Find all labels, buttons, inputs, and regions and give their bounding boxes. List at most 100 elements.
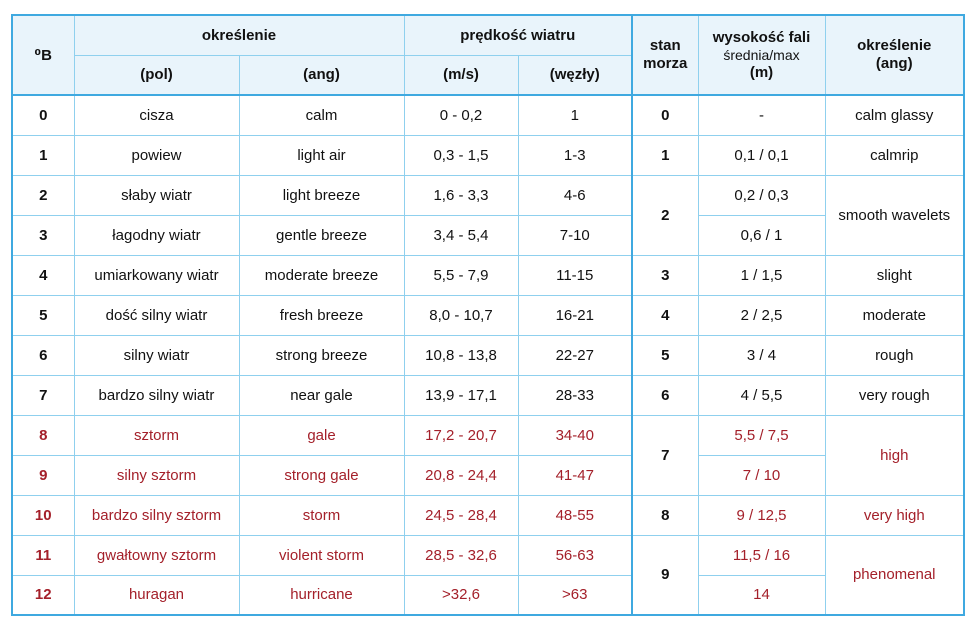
- description-en: calm: [238, 94, 405, 136]
- sea-state: 4: [631, 294, 699, 336]
- header-sea-desc-line2: (ang): [875, 55, 913, 72]
- description-en: gentle breeze: [238, 214, 405, 256]
- wave-height: 14: [697, 574, 826, 616]
- beaufort-number: 12: [11, 574, 75, 616]
- header-wave-line2: średnia/max: [723, 46, 800, 63]
- beaufort-number: 5: [11, 294, 75, 336]
- sea-state: 7: [631, 414, 699, 496]
- description-pl: silny sztorm: [73, 454, 240, 496]
- header-sea-desc-line1: określenie: [857, 37, 932, 54]
- wave-height: 0,6 / 1: [697, 214, 826, 256]
- table-row: 1 powiew light air 0,3 - 1,5 1-3 1 0,1 /…: [11, 134, 965, 176]
- table-row: 4 umiarkowany wiatr moderate breeze 5,5 …: [11, 254, 965, 296]
- speed-kn: 11-15: [517, 254, 633, 296]
- sea-description: calm glassy: [824, 94, 965, 136]
- description-pl: silny wiatr: [73, 334, 240, 376]
- table-row: 11 gwałtowny sztorm violent storm 28,5 -…: [11, 534, 965, 616]
- header-sea-description: określenie (ang): [824, 14, 965, 96]
- beaufort-number: 1: [11, 134, 75, 176]
- speed-ms: >32,6: [403, 574, 519, 616]
- table-row: 5 dość silny wiatr fresh breeze 8,0 - 10…: [11, 294, 965, 336]
- header-wave-line1: wysokość fali: [712, 28, 811, 46]
- sea-description: slight: [824, 254, 965, 296]
- wave-height: 0,1 / 0,1: [697, 134, 826, 176]
- description-en: moderate breeze: [238, 254, 405, 296]
- header-description-pl: (pol): [73, 54, 240, 96]
- beaufort-number: 6: [11, 334, 75, 376]
- table-row: 0 cisza calm 0 - 0,2 1 0 - calm glassy: [11, 94, 965, 136]
- sea-description: moderate: [824, 294, 965, 336]
- sea-state: 9: [631, 534, 699, 616]
- speed-kn: >63: [517, 574, 633, 616]
- beaufort-number: 2: [11, 174, 75, 216]
- header-speed-ms: (m/s): [403, 54, 519, 96]
- description-en: light air: [238, 134, 405, 176]
- wave-height: 3 / 4: [697, 334, 826, 376]
- speed-kn: 1: [517, 94, 633, 136]
- description-pl: bardzo silny wiatr: [73, 374, 240, 416]
- speed-ms: 24,5 - 28,4: [403, 494, 519, 536]
- sea-description: very high: [824, 494, 965, 536]
- description-en: strong breeze: [238, 334, 405, 376]
- speed-ms: 10,8 - 13,8: [403, 334, 519, 376]
- header-speed-group: prędkość wiatru: [403, 14, 633, 56]
- speed-ms: 20,8 - 24,4: [403, 454, 519, 496]
- table-row: 2 słaby wiatr light breeze 1,6 - 3,3 4-6…: [11, 174, 965, 256]
- description-pl: słaby wiatr: [73, 174, 240, 216]
- header-description-group: określenie: [73, 14, 405, 56]
- speed-kn: 7-10: [517, 214, 633, 256]
- table-row: 12 huragan hurricane >32,6 >63 14: [11, 574, 964, 616]
- header-sea-state: stan morza: [631, 14, 699, 96]
- speed-ms: 3,4 - 5,4: [403, 214, 519, 256]
- description-en: gale: [238, 414, 405, 456]
- header-speed-kn: (węzły): [517, 54, 633, 96]
- description-pl: dość silny wiatr: [73, 294, 240, 336]
- wave-height: 11,5 / 16: [697, 534, 826, 576]
- sea-description: calmrip: [824, 134, 965, 176]
- description-pl: huragan: [73, 574, 240, 616]
- speed-ms: 8,0 - 10,7: [403, 294, 519, 336]
- speed-kn: 34-40: [517, 414, 633, 456]
- wave-height: 2 / 2,5: [697, 294, 826, 336]
- description-en: light breeze: [238, 174, 405, 216]
- wave-height: 0,2 / 0,3: [697, 174, 826, 216]
- speed-ms: 1,6 - 3,3: [403, 174, 519, 216]
- beaufort-number: 11: [11, 534, 75, 576]
- description-pl: umiarkowany wiatr: [73, 254, 240, 296]
- beaufort-number: 4: [11, 254, 75, 296]
- speed-kn: 1-3: [517, 134, 633, 176]
- description-en: strong gale: [238, 454, 405, 496]
- description-pl: łagodny wiatr: [73, 214, 240, 256]
- speed-ms: 17,2 - 20,7: [403, 414, 519, 456]
- beaufort-number: 8: [11, 414, 75, 456]
- description-en: fresh breeze: [238, 294, 405, 336]
- table-row: 8 sztorm gale 17,2 - 20,7 34-40 7 5,5 / …: [11, 414, 965, 496]
- header-sea-state-line2: morza: [643, 55, 688, 72]
- wave-height: 1 / 1,5: [697, 254, 826, 296]
- description-en: violent storm: [238, 534, 405, 576]
- description-en: near gale: [238, 374, 405, 416]
- description-en: storm: [238, 494, 405, 536]
- beaufort-number: 3: [11, 214, 75, 256]
- description-pl: cisza: [73, 94, 240, 136]
- wave-height: 7 / 10: [697, 454, 826, 496]
- beaufort-scale-table-wrapper: ⁰B określenie prędkość wiatru stan morza…: [11, 14, 965, 616]
- sea-description: rough: [824, 334, 965, 376]
- wave-height: 5,5 / 7,5: [697, 414, 826, 456]
- table-body: 0 cisza calm 0 - 0,2 1 0 - calm glassy 1…: [11, 94, 965, 616]
- table-row: 7 bardzo silny wiatr near gale 13,9 - 17…: [11, 374, 965, 416]
- sea-state: 1: [631, 134, 699, 176]
- header-beaufort: ⁰B: [11, 14, 75, 96]
- sea-state: 0: [631, 94, 699, 136]
- header-sea-state-line1: stan: [649, 37, 681, 54]
- sea-description: very rough: [824, 374, 965, 416]
- speed-ms: 13,9 - 17,1: [403, 374, 519, 416]
- speed-kn: 56-63: [517, 534, 633, 576]
- speed-ms: 0,3 - 1,5: [403, 134, 519, 176]
- description-en: hurricane: [238, 574, 405, 616]
- sea-description: high: [824, 414, 965, 496]
- header-wave-height: wysokość fali średnia/max (m): [697, 14, 826, 96]
- sea-state: 2: [631, 174, 699, 256]
- speed-ms: 28,5 - 32,6: [403, 534, 519, 576]
- beaufort-number: 10: [11, 494, 75, 536]
